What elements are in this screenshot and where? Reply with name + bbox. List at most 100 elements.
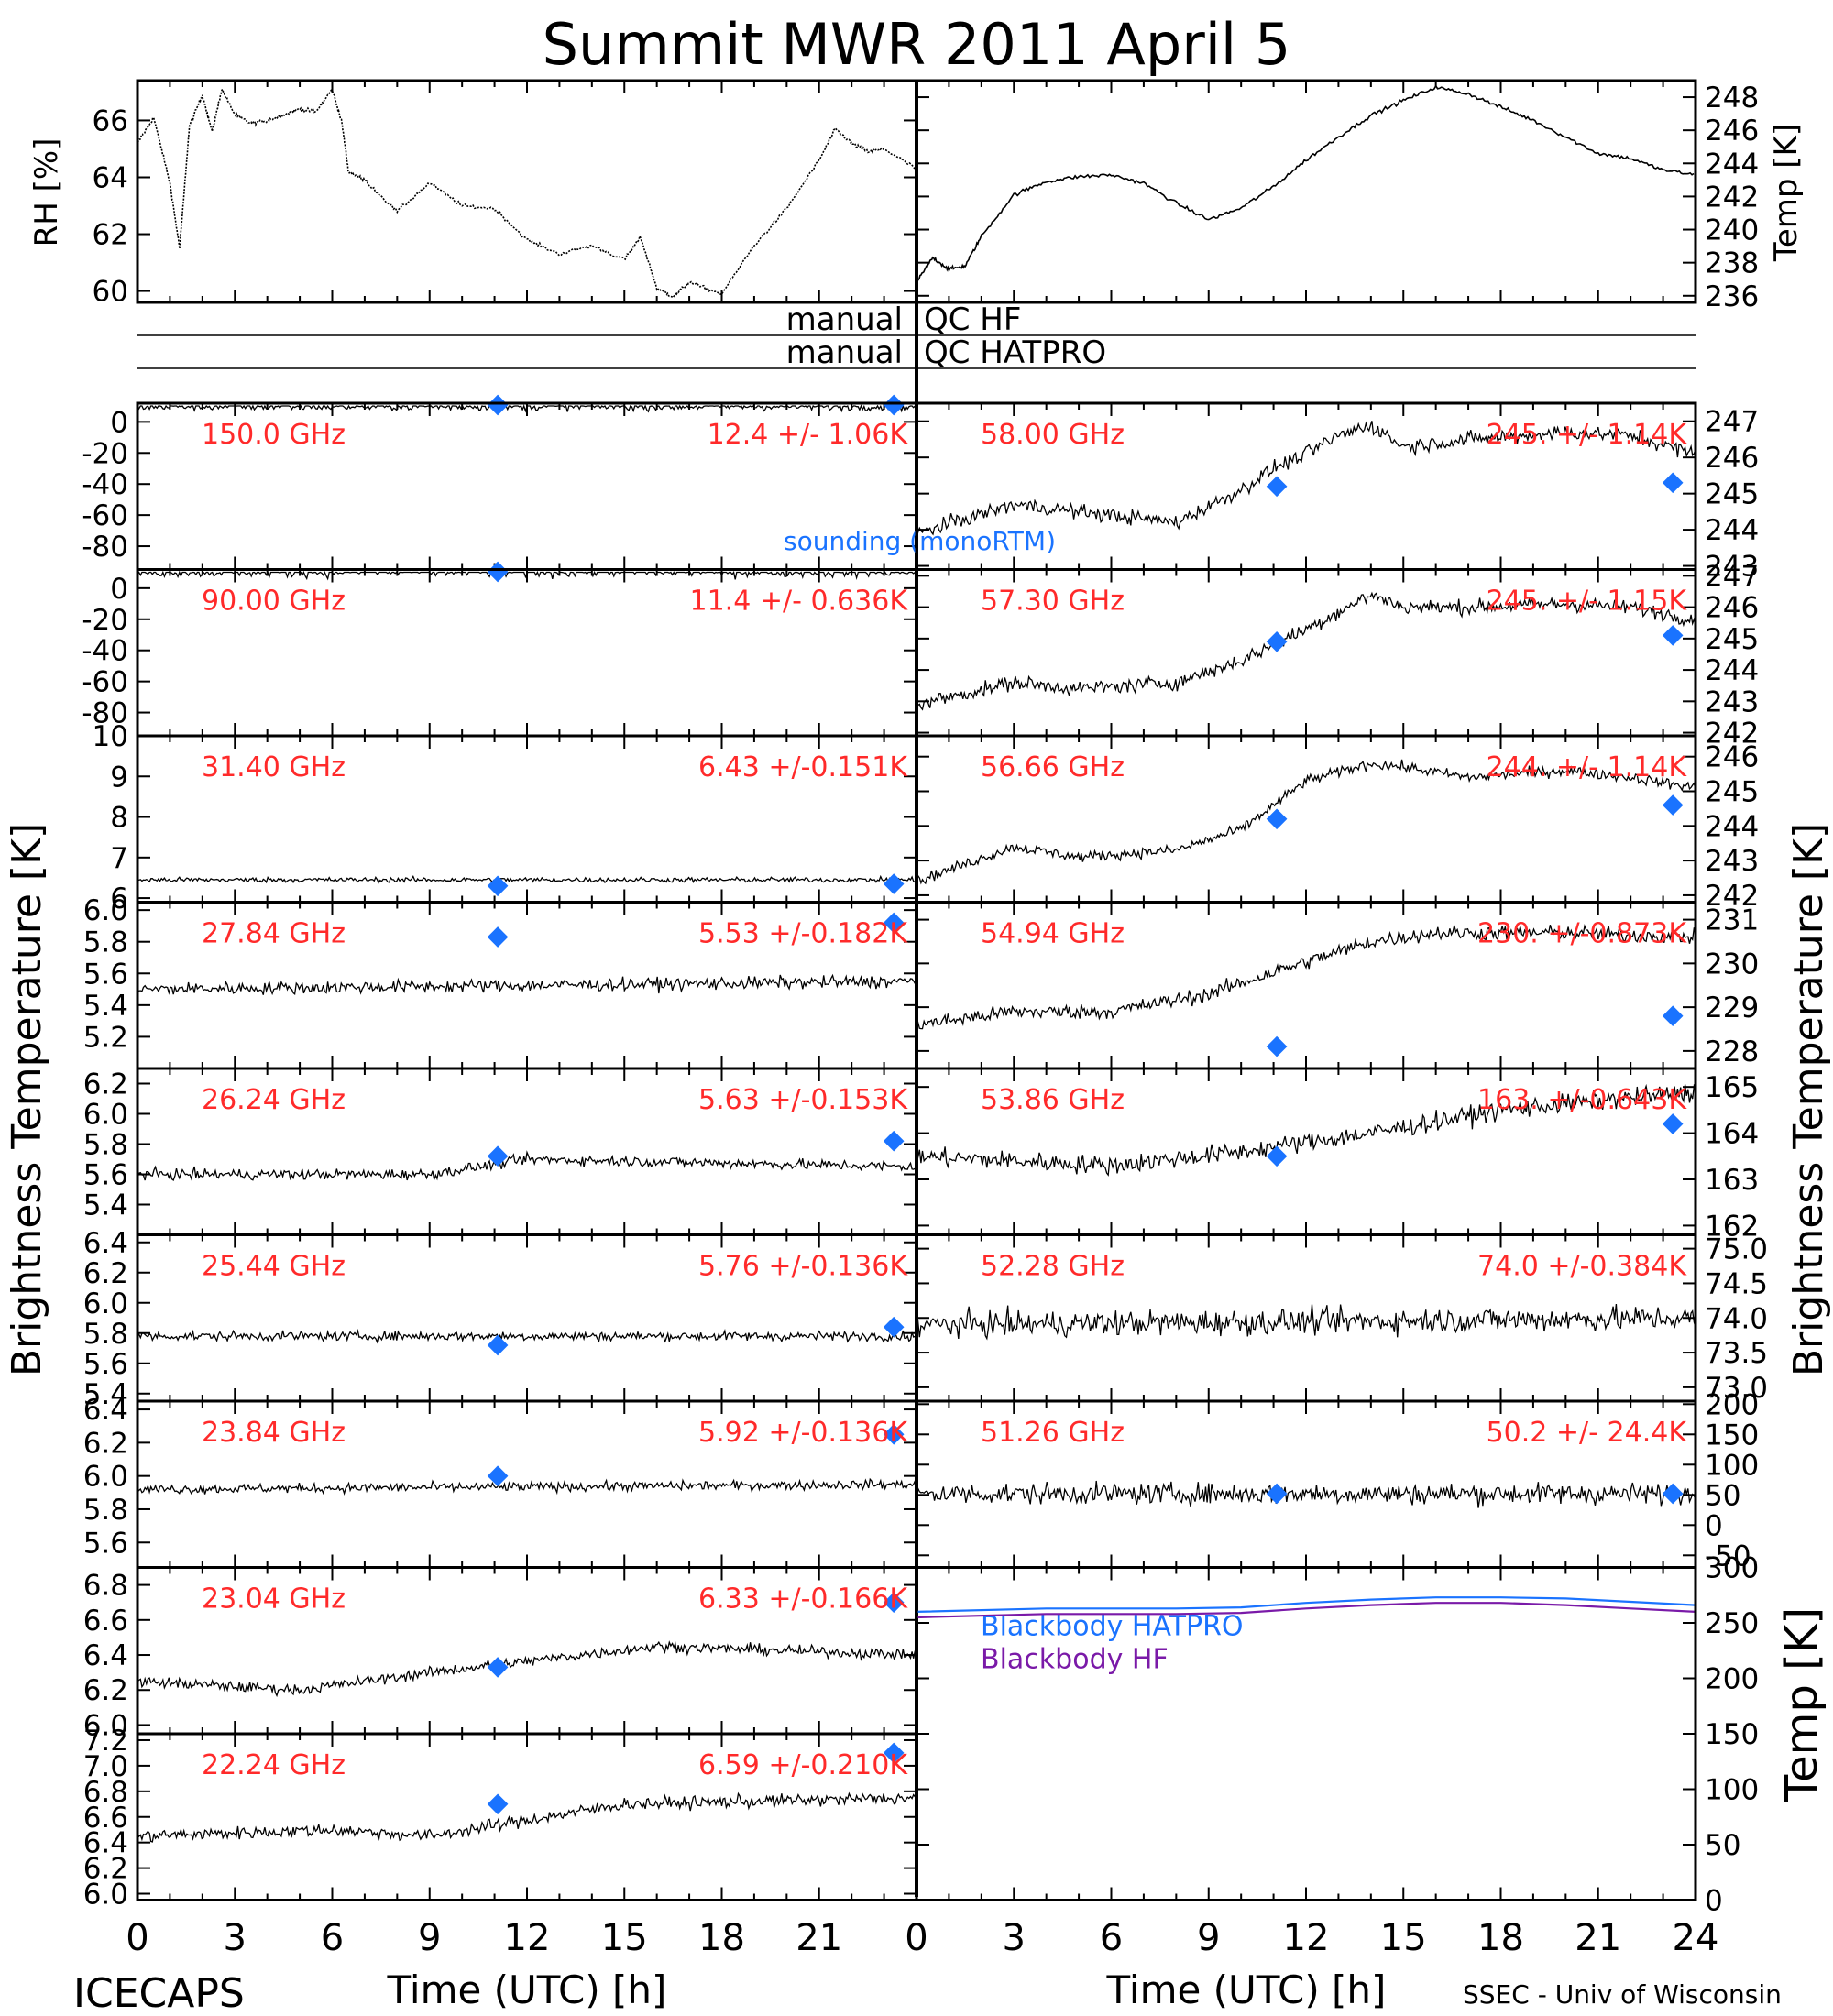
y-tick-label: 243 [1705, 685, 1759, 718]
x-tick-label: 24 [1673, 1917, 1719, 1959]
y-tick-label: 240 [1705, 214, 1759, 247]
y-tick-label: 200 [1705, 1388, 1759, 1421]
y-tick-label: 0 [1705, 1885, 1723, 1918]
y-tick-label: 5.4 [83, 1189, 128, 1222]
y-tick-label: 231 [1705, 904, 1759, 937]
stat-label: 6.59 +/-0.210K [698, 1749, 908, 1781]
y-tick-label: 66 [93, 104, 128, 137]
y-tick-label: 5.4 [83, 990, 128, 1023]
trace [137, 1640, 917, 1698]
trace [916, 1304, 1696, 1341]
panel-ch90: 0-20-40-60-80 90.00 GHz 11.4 +/- 0.636K [82, 561, 917, 736]
y-tick-label: -20 [82, 437, 128, 470]
x-tick-label: 6 [321, 1917, 344, 1959]
y-tick-label: 50 [1705, 1479, 1740, 1512]
freq-label: 22.24 GHz [202, 1749, 346, 1781]
y-tick-label: 247 [1705, 560, 1759, 593]
freq-label: 27.84 GHz [202, 918, 346, 950]
right-ylabel: Brightness Temperature [K] [1785, 823, 1832, 1376]
trace [916, 1480, 1696, 1508]
y-tick-label: 5.6 [83, 1348, 128, 1381]
stat-label: 6.43 +/-0.151K [698, 751, 908, 783]
y-tick-label: 244 [1705, 810, 1759, 843]
rh-panel-line [137, 85, 916, 299]
y-tick-label: 6.2 [83, 1674, 128, 1707]
y-tick-label: 5.8 [83, 1129, 128, 1162]
freq-label: 52.28 GHz [981, 1251, 1125, 1283]
y-tick-label: 300 [1705, 1552, 1759, 1585]
y-tick-label: -60 [82, 666, 128, 699]
y-tick-label: 165 [1705, 1071, 1759, 1104]
x-tick-label: 3 [1003, 1917, 1026, 1959]
y-tick-label: 246 [1705, 115, 1759, 148]
y-tick-label: 6.4 [83, 1639, 128, 1672]
y-tick-label: 6.4 [83, 1227, 128, 1260]
y-tick-label: 8 [110, 802, 128, 835]
panel-ch2224: 6.06.26.46.66.87.07.2 22.24 GHz 6.59 +/-0.… [83, 1725, 917, 1912]
rh-axis-label: RH [%] [28, 138, 65, 247]
y-tick-label: 245 [1705, 776, 1759, 809]
freq-label: 23.04 GHz [202, 1583, 346, 1616]
y-tick-label: 248 [1705, 82, 1759, 115]
y-tick-label: 0 [110, 406, 128, 439]
x-tick-label: 12 [1283, 1917, 1330, 1959]
y-tick-label: 6.2 [83, 1853, 128, 1886]
y-tick-label: -50 [1705, 1539, 1751, 1572]
panel-ch5228: 73.073.574.074.575.0 52.28 GHz 74.0 +/-0.3… [916, 1233, 1768, 1405]
y-tick-label: 6.8 [83, 1570, 128, 1603]
y-tick-label: 74.0 [1705, 1302, 1768, 1335]
y-tick-label: 6.0 [83, 1461, 128, 1494]
x-tick-label: 15 [601, 1917, 648, 1959]
y-tick-label: 7 [110, 842, 128, 875]
y-tick-label: 62 [93, 219, 128, 252]
y-tick-label: 6.2 [83, 1427, 128, 1460]
y-tick-label: 200 [1705, 1663, 1759, 1696]
left-ylabel: Brightness Temperature [K] [4, 823, 50, 1376]
x-tick-label: 18 [1477, 1917, 1524, 1959]
x-tick-label: 0 [126, 1917, 148, 1959]
trace [137, 874, 917, 885]
y-tick-label: 100 [1705, 1774, 1759, 1807]
stat-label: 245. +/- 1.14K [1487, 419, 1688, 451]
y-tick-label: 163 [1705, 1164, 1759, 1197]
x-tick-label: 3 [224, 1917, 247, 1959]
blackbody-axis-label: Temp [K] [1776, 1607, 1828, 1802]
y-tick-label: 243 [1705, 551, 1759, 584]
y-tick-label: 60 [93, 276, 128, 309]
y-tick-label: -80 [82, 531, 128, 564]
freq-label: 57.30 GHz [981, 586, 1125, 618]
y-tick-label: 6.0 [83, 894, 128, 927]
trace [916, 924, 1696, 1030]
y-tick-label: 6.0 [83, 1099, 128, 1132]
stat-label: 11.4 +/- 0.636K [690, 586, 909, 618]
panel-ch150: 0-20-40-60-80 150.0 GHz 12.4 +/- 1.06K soun… [82, 394, 1056, 570]
y-tick-label: 228 [1705, 1035, 1759, 1068]
y-tick-label: 6.6 [83, 1605, 128, 1638]
freq-label: 23.84 GHz [202, 1417, 346, 1449]
x-tick-label: 18 [698, 1917, 745, 1959]
y-tick-label: 243 [1705, 845, 1759, 878]
x-axis-labels: 0 3 6 9 12 15 18 21 0 3 6 9 12 15 18 21 24 Time (UTC) [h]… [126, 1917, 1718, 2012]
y-tick-label: 6.4 [83, 1394, 128, 1427]
y-tick-label: 246 [1705, 592, 1759, 625]
stat-label: 245. +/- 1.15K [1487, 586, 1688, 618]
trace [137, 973, 917, 996]
stat-label: 12.4 +/- 1.06K [708, 419, 909, 451]
blackbody-line [916, 1596, 1696, 1613]
trace [916, 1083, 1696, 1177]
y-tick-label: 73.0 [1705, 1372, 1768, 1405]
y-tick-label: 9 [110, 761, 128, 794]
y-tick-label: 230 [1705, 948, 1759, 981]
freq-label: 31.40 GHz [202, 751, 346, 783]
y-tick-label: 247 [1705, 406, 1759, 439]
stat-label: 50.2 +/- 24.4K [1487, 1417, 1688, 1449]
y-tick-label: 75.0 [1705, 1233, 1768, 1266]
stat-label: 244. +/- 1.14K [1487, 751, 1688, 783]
blackbody-legend: Blackbody HATPRO [981, 1611, 1244, 1643]
freq-label: 90.00 GHz [202, 586, 346, 618]
y-tick-label: 250 [1705, 1607, 1759, 1640]
